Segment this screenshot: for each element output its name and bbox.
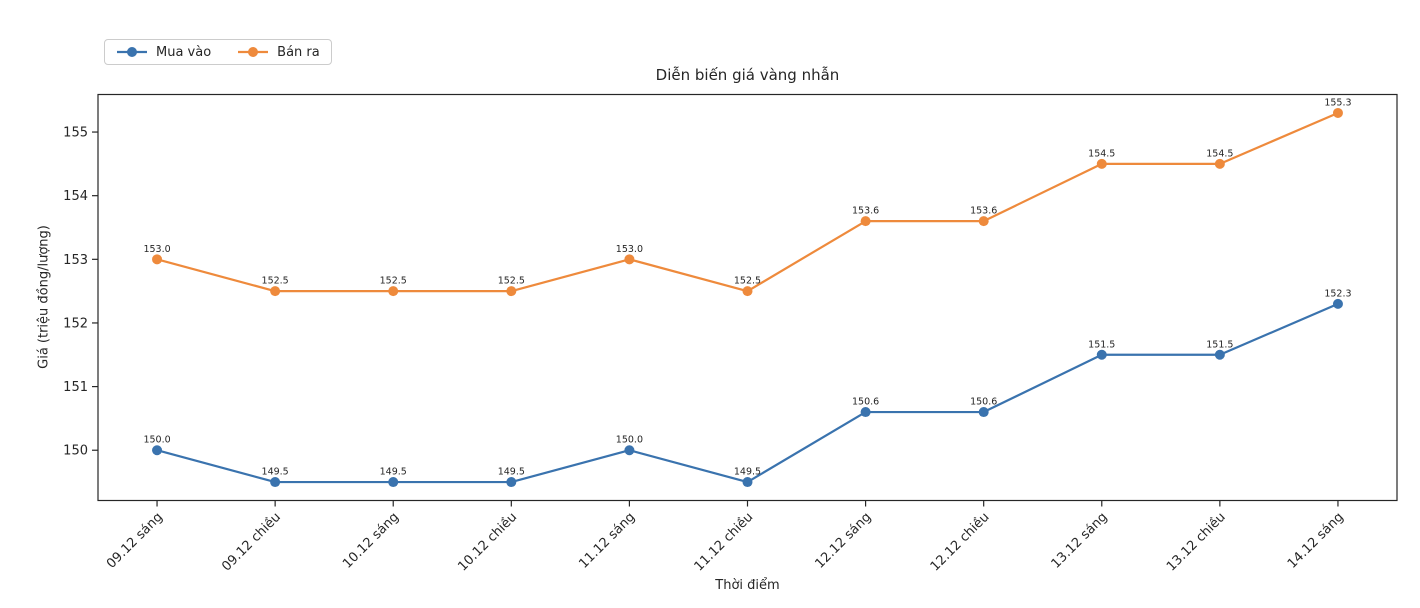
- x-tick-label: 09.12 sáng: [104, 510, 166, 572]
- data-label: 152.5: [498, 276, 525, 287]
- data-point: [1332, 298, 1343, 309]
- x-tick-label: 11.12 sáng: [576, 510, 638, 572]
- data-point: [742, 286, 753, 297]
- data-point: [860, 216, 871, 227]
- x-tick-label: 10.12 chiều: [455, 510, 520, 575]
- data-label: 150.6: [970, 397, 997, 408]
- data-label: 152.5: [262, 276, 289, 287]
- data-point: [1332, 107, 1343, 118]
- x-tick-label: 13.12 chiều: [1164, 510, 1229, 575]
- x-tick-label: 14.12 sáng: [1285, 510, 1347, 572]
- data-label: 153.6: [970, 206, 997, 217]
- data-point: [506, 286, 517, 297]
- x-tick-label: 10.12 sáng: [340, 510, 402, 572]
- legend-label-ban-ra: Bán ra: [277, 44, 320, 60]
- x-tick-label: 13.12 sáng: [1049, 510, 1111, 572]
- legend-line-marker-icon: [238, 47, 269, 57]
- data-point: [270, 477, 281, 488]
- data-point: [1096, 349, 1107, 360]
- x-tick-label: 12.12 sáng: [812, 510, 874, 572]
- data-point: [742, 477, 753, 488]
- data-point: [624, 445, 635, 456]
- legend-line-marker-icon: [117, 47, 147, 57]
- legend-item-mua-vao: Mua vào: [116, 45, 211, 60]
- data-label: 153.0: [616, 244, 643, 255]
- legend-item-ban-ra: Bán ra: [237, 45, 320, 60]
- y-tick-label: 150: [63, 444, 88, 459]
- x-tick-label: 09.12 chiều: [219, 510, 284, 575]
- data-point: [860, 407, 871, 418]
- data-label: 150.0: [616, 435, 643, 446]
- x-axis-label: Thời điểm: [715, 578, 780, 593]
- data-point: [152, 445, 163, 456]
- data-label: 149.5: [380, 467, 407, 478]
- data-label: 149.5: [498, 467, 525, 478]
- data-point: [506, 477, 517, 488]
- data-label: 151.5: [1206, 339, 1233, 350]
- data-point: [270, 286, 281, 297]
- data-point: [388, 477, 399, 488]
- data-point: [1214, 158, 1225, 169]
- data-point: [152, 254, 163, 265]
- data-point: [1096, 158, 1107, 169]
- y-tick-label: 153: [63, 253, 88, 268]
- data-point: [388, 286, 399, 297]
- y-tick-label: 154: [63, 189, 88, 204]
- data-label: 153.6: [852, 206, 879, 217]
- y-axis-label: Giá (triệu đồng/lượng): [36, 225, 52, 369]
- data-point: [978, 407, 989, 418]
- data-label: 149.5: [734, 467, 761, 478]
- y-tick-label: 155: [63, 126, 88, 141]
- data-label: 154.5: [1088, 148, 1115, 159]
- chart-title: Diễn biến giá vàng nhẫn: [655, 66, 840, 84]
- data-label: 150.6: [852, 397, 879, 408]
- data-label: 152.3: [1324, 288, 1351, 299]
- data-point: [978, 216, 989, 227]
- data-label: 152.5: [380, 276, 407, 287]
- plot-border: [97, 93, 1398, 502]
- data-label: 151.5: [1088, 339, 1115, 350]
- data-label: 153.0: [143, 244, 170, 255]
- data-label: 150.0: [143, 435, 170, 446]
- x-tick-label: 12.12 chiều: [928, 510, 993, 575]
- data-label: 154.5: [1206, 148, 1233, 159]
- series-line-1: [156, 111, 1339, 293]
- series-line-0: [156, 302, 1339, 484]
- chart-legend: Mua vào Bán ra: [104, 39, 332, 65]
- data-label: 152.5: [734, 276, 761, 287]
- y-tick-label: 152: [63, 316, 88, 331]
- legend-label-mua-vao: Mua vào: [156, 44, 212, 60]
- y-tick-label: 151: [63, 380, 88, 395]
- data-label: 149.5: [262, 467, 289, 478]
- data-point: [624, 254, 635, 265]
- x-tick-label: 11.12 chiều: [692, 510, 757, 575]
- data-label: 155.3: [1324, 97, 1351, 108]
- data-point: [1214, 349, 1225, 360]
